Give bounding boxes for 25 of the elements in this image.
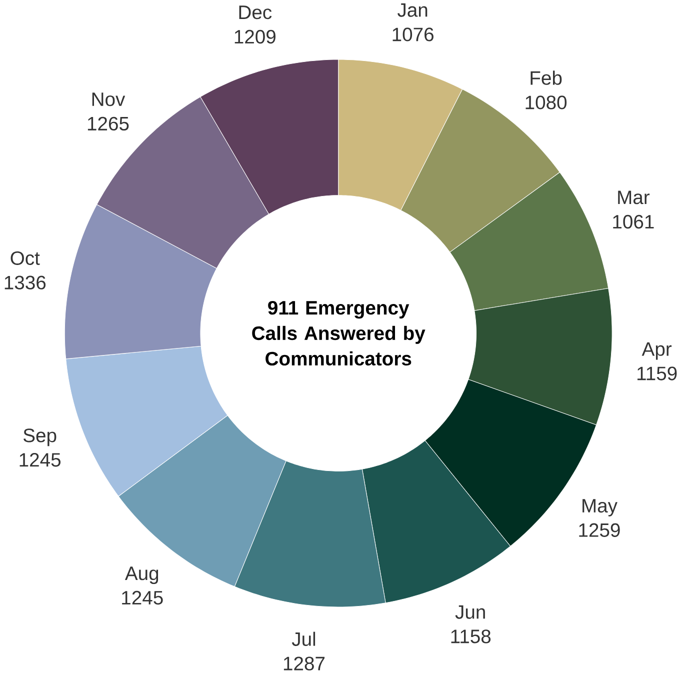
data-label: 1336 [4,276,46,290]
data-label: 1076 [392,28,434,42]
data-label: 1209 [234,30,276,44]
slice-label: Jun [455,605,485,619]
data-label: 1080 [526,96,567,110]
slice-label: May [582,499,618,516]
data-label: 1245 [20,453,61,467]
data-label: 1287 [284,656,325,670]
slice-label: Apr [642,342,672,360]
data-label: 1158 [451,630,491,644]
slice-label: Oct [10,251,40,266]
data-label: 1061 [613,215,654,229]
slice-label: Aug [124,566,158,584]
slice-label: Nov [92,92,126,106]
data-label: 1159 [638,366,677,380]
slice-label: Jul [292,632,316,646]
slice-label: Sep [24,428,56,446]
slice-label: Feb [530,70,562,85]
slice-label: Mar [618,190,650,204]
text: 911 Emergency Calls Answered by Communicators [252,301,426,366]
data-label: 1265 [88,116,129,131]
data-label: 1245 [122,590,163,605]
data-label: 1259 [579,523,620,538]
slice-label: Jan [398,3,428,17]
slice-label: Dec [239,6,272,20]
